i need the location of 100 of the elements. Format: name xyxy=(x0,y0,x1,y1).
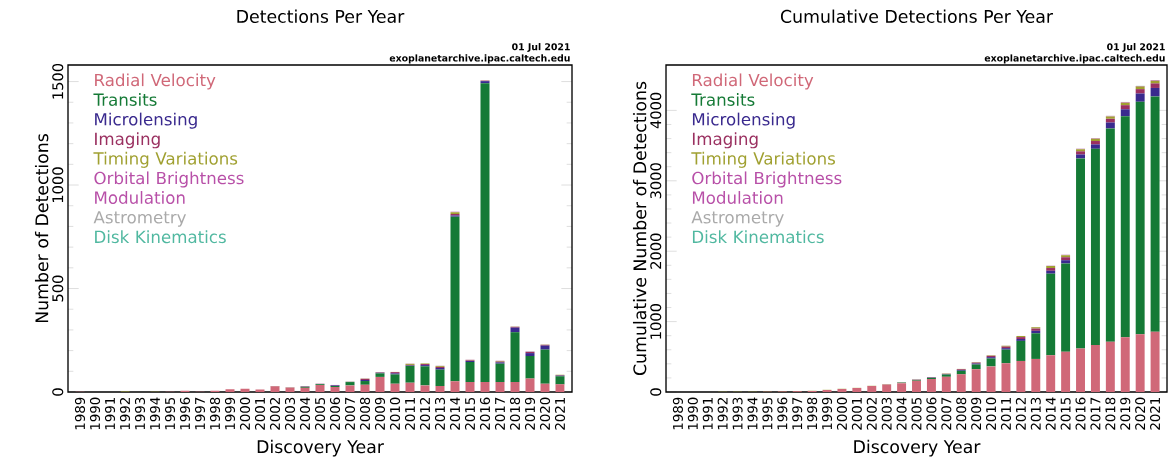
x-tick-label: 2008 xyxy=(359,397,371,430)
x-tick-label: 1991 xyxy=(104,397,116,430)
x-tick-label: 2011 xyxy=(404,397,416,430)
x-tick-label: 2013 xyxy=(1030,397,1041,430)
text: 01 Jul 2021 xyxy=(512,43,570,52)
x-tick-label: 2009 xyxy=(971,397,982,430)
x-tick-label: 2005 xyxy=(314,397,326,430)
chart-title: Cumulative Detections Per Year xyxy=(780,9,1054,23)
legend-label: Disk Kinematics xyxy=(95,230,226,244)
text: Transits xyxy=(93,93,157,106)
x-tick-label: 1999 xyxy=(224,397,236,430)
x-tick-label: 1995 xyxy=(762,397,773,430)
text: Orbital Brightness Modulation xyxy=(692,171,842,204)
text: Astrometry xyxy=(93,211,187,227)
y-axis-title: Number of Detections xyxy=(34,134,49,323)
x-tick-label: 2002 xyxy=(269,398,281,430)
text: Timing Variations xyxy=(691,151,836,168)
x-tick-label: 2020 xyxy=(1135,397,1146,430)
x-tick-label: 2002 xyxy=(866,398,877,430)
x-tick-label: 2021 xyxy=(1150,397,1161,430)
text: 01 Jul 2021 xyxy=(1107,43,1165,52)
y-tick-label: 4000 xyxy=(650,92,662,129)
y-tick-label: 2000 xyxy=(650,233,662,269)
x-tick-label: 2006 xyxy=(926,397,937,430)
text: Radial Velocity xyxy=(692,73,814,90)
x-axis-title: Discovery Year xyxy=(854,439,981,457)
y-tick-label: 1000 xyxy=(650,303,662,339)
x-tick-label: 2008 xyxy=(956,397,967,430)
x-tick-label: 1994 xyxy=(747,397,758,430)
x-tick-label: 1997 xyxy=(792,397,803,430)
y-tick-label: 1500 xyxy=(52,63,64,99)
x-tick-label: 2018 xyxy=(509,397,521,430)
x-tick-label: 2005 xyxy=(911,397,922,430)
y-tick-label: 500 xyxy=(52,275,64,302)
text: Timing Variations xyxy=(93,151,238,168)
x-tick-label: 1992 xyxy=(717,398,728,430)
x-tick-label: 2015 xyxy=(1060,397,1071,430)
x-tick-label: 1999 xyxy=(821,397,833,430)
x-tick-label: 2013 xyxy=(434,397,446,430)
x-tick-label: 1996 xyxy=(179,397,191,430)
x-tick-label: 2007 xyxy=(941,397,952,430)
x-tick-label: 2006 xyxy=(329,397,341,430)
x-tick-label: 2016 xyxy=(479,397,491,430)
x-tick-label: 1998 xyxy=(807,397,818,430)
x-tick-label: 2017 xyxy=(494,397,506,430)
text: Microlensing xyxy=(95,112,197,129)
x-tick-label: 2012 xyxy=(1015,398,1026,430)
x-tick-label: 1989 xyxy=(672,397,683,430)
x-tick-label: 1992 xyxy=(119,398,131,430)
x-tick-label: 1993 xyxy=(732,397,743,430)
x-tick-label: 2007 xyxy=(344,397,356,430)
x-tick-label: 2021 xyxy=(554,397,566,430)
y-axis-title: Cumulative Number of Detections xyxy=(632,81,647,376)
x-tick-label: 2010 xyxy=(986,397,997,430)
x-tick-label: 2010 xyxy=(389,397,401,430)
x-tick-label: 2019 xyxy=(1120,397,1131,430)
x-tick-label: 1993 xyxy=(134,397,146,430)
chart-title: Detections Per Year xyxy=(237,9,405,23)
x-tick-label: 2004 xyxy=(299,397,311,430)
y-tick-label: 3000 xyxy=(650,163,662,199)
text: Imaging xyxy=(692,132,758,149)
x-tick-label: 1991 xyxy=(702,397,713,430)
y-tick-label: 1000 xyxy=(52,167,64,203)
x-tick-label: 2001 xyxy=(254,397,266,430)
x-tick-label: 2009 xyxy=(374,397,386,430)
legend-label: Disk Kinematics xyxy=(692,230,824,244)
text: Imaging xyxy=(95,132,160,149)
x-tick-label: 1995 xyxy=(164,397,176,430)
x-tick-label: 1998 xyxy=(209,397,221,430)
x-tick-label: 2001 xyxy=(851,397,862,430)
y-tick-label: 0 xyxy=(52,388,64,396)
x-tick-label: 2000 xyxy=(239,397,251,430)
x-tick-label: 2019 xyxy=(524,397,536,430)
text: exoplanetarchive.ipac.caltech.edu xyxy=(389,54,570,64)
x-tick-label: 2004 xyxy=(896,397,907,430)
x-tick-label: 1989 xyxy=(74,397,86,430)
x-tick-label: 2003 xyxy=(284,397,296,430)
x-tick-label: 1997 xyxy=(194,397,206,430)
x-tick-label: 2016 xyxy=(1075,397,1086,430)
text: exoplanetarchive.ipac.caltech.edu xyxy=(984,54,1165,64)
text: Orbital Brightness Modulation xyxy=(94,171,244,204)
x-tick-label: 2014 xyxy=(1045,397,1056,430)
x-tick-label: 2011 xyxy=(1000,397,1012,430)
x-tick-label: 2014 xyxy=(449,397,461,430)
x-tick-label: 2012 xyxy=(419,398,431,430)
x-tick-label: 2000 xyxy=(836,397,847,430)
x-tick-label: 2015 xyxy=(464,397,476,430)
x-tick-label: 2018 xyxy=(1105,397,1116,430)
text: Microlensing xyxy=(692,112,795,129)
x-tick-label: 1990 xyxy=(89,397,101,430)
y-tick-label: 0 xyxy=(650,388,662,396)
x-axis-title: Discovery Year xyxy=(257,439,384,457)
x-tick-label: 1990 xyxy=(687,397,698,430)
text: Transits xyxy=(691,93,755,106)
x-tick-label: 2017 xyxy=(1090,397,1101,430)
x-tick-label: 1996 xyxy=(777,397,788,430)
legend-label: Astrometry xyxy=(691,211,784,227)
x-tick-label: 2003 xyxy=(881,397,892,430)
x-tick-label: 2020 xyxy=(539,397,551,430)
text: Radial Velocity xyxy=(95,73,216,90)
